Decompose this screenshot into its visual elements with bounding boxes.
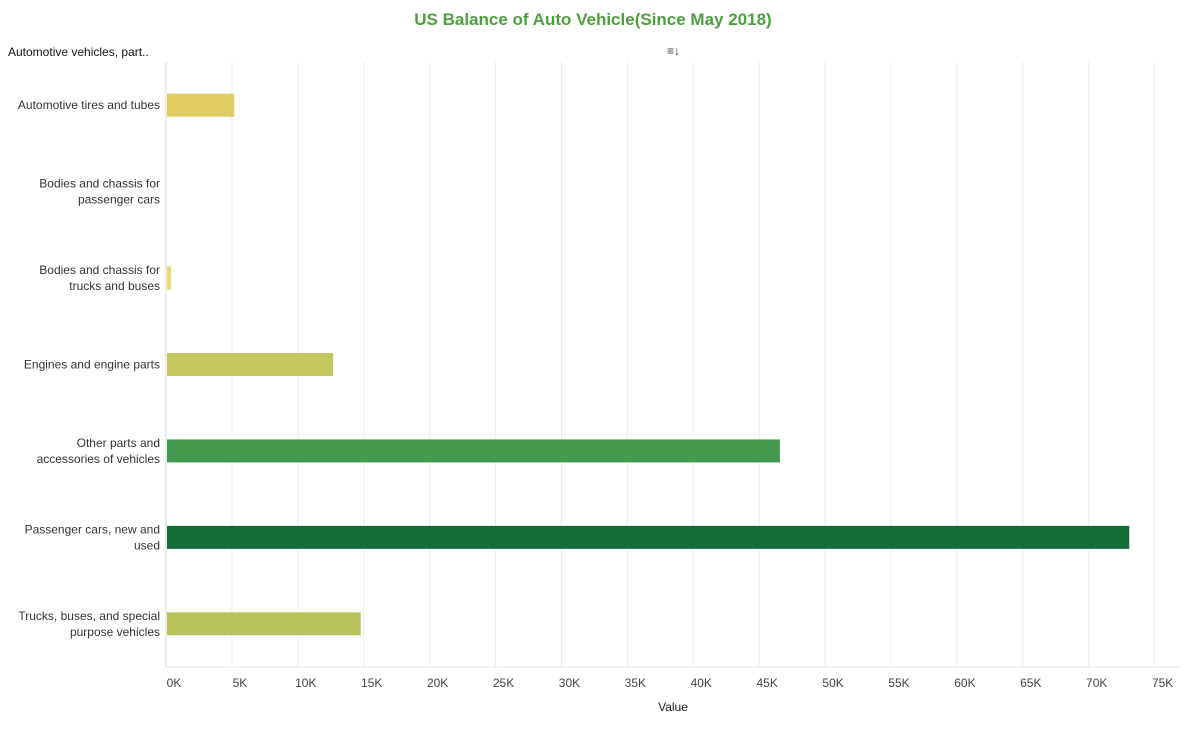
bar bbox=[167, 266, 171, 290]
category-label: Trucks, buses, and special bbox=[18, 609, 160, 623]
category-label: accessories of vehicles bbox=[37, 452, 160, 466]
category-label: Other parts and bbox=[77, 436, 160, 450]
x-tick-label: 50K bbox=[822, 676, 843, 690]
bar bbox=[167, 612, 361, 636]
category-label: passenger cars bbox=[78, 193, 160, 207]
x-tick-label: 10K bbox=[295, 676, 316, 690]
dimension-header[interactable]: Automotive vehicles, part.. bbox=[8, 45, 149, 59]
bar bbox=[167, 525, 1130, 549]
x-tick-label: 0K bbox=[167, 676, 182, 690]
category-label: Bodies and chassis for bbox=[39, 263, 160, 277]
x-tick-label: 25K bbox=[493, 676, 514, 690]
category-label: used bbox=[134, 538, 160, 552]
x-tick-label: 30K bbox=[559, 676, 580, 690]
category-label: Engines and engine parts bbox=[24, 358, 160, 372]
x-axis-title: Value bbox=[658, 700, 688, 714]
bar bbox=[167, 439, 780, 463]
category-label: Passenger cars, new and bbox=[25, 522, 160, 536]
x-tick-label: 75K bbox=[1152, 676, 1173, 690]
x-tick-label: 55K bbox=[888, 676, 909, 690]
x-tick-label: 60K bbox=[954, 676, 975, 690]
category-label: Bodies and chassis for bbox=[39, 177, 160, 191]
x-tick-label: 35K bbox=[625, 676, 646, 690]
category-label: purpose vehicles bbox=[70, 625, 160, 639]
chart-title: US Balance of Auto Vehicle(Since May 201… bbox=[414, 10, 772, 29]
sort-descending-icon[interactable]: ≡↓ bbox=[667, 44, 681, 58]
bar bbox=[167, 353, 334, 376]
x-tick-label: 15K bbox=[361, 676, 382, 690]
x-tick-label: 20K bbox=[427, 676, 448, 690]
category-label: trucks and buses bbox=[69, 279, 160, 293]
bar bbox=[167, 93, 235, 117]
x-tick-label: 5K bbox=[233, 676, 248, 690]
x-tick-label: 40K bbox=[691, 676, 712, 690]
category-label: Automotive tires and tubes bbox=[18, 98, 160, 112]
x-tick-label: 70K bbox=[1086, 676, 1107, 690]
x-tick-label: 65K bbox=[1020, 676, 1041, 690]
x-tick-label: 45K bbox=[757, 676, 778, 690]
